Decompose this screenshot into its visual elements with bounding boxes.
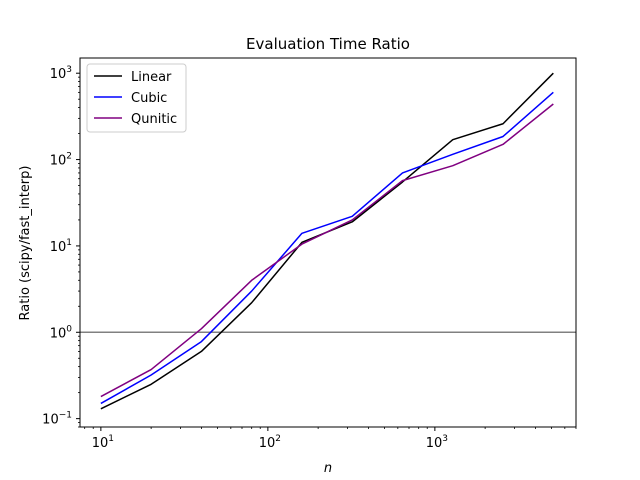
y-tick-label: 103 (50, 65, 72, 82)
y-tick-label: 101 (50, 238, 72, 255)
x-axis-title: n (324, 461, 332, 476)
legend: Linear Cubic Qunitic (86, 63, 187, 133)
legend-label-qunitic: Qunitic (131, 112, 177, 127)
chart-title: Evaluation Time Ratio (246, 35, 410, 53)
x-tick-label: 102 (259, 434, 281, 451)
series-line-qunitic (100, 103, 554, 398)
legend-label-cubic: Cubic (131, 91, 167, 106)
series-line-cubic (100, 91, 554, 405)
plot-area: 101 102 103 10−1 100 101 102 103 (42, 57, 577, 451)
legend-box (86, 63, 187, 133)
axes-frame (79, 57, 577, 428)
y-tick-label: 10−1 (42, 411, 72, 428)
y-tick-label: 100 (50, 324, 73, 341)
y-tick-label: 102 (50, 152, 72, 169)
x-tick-label: 103 (426, 434, 448, 451)
x-tick-label: 101 (92, 434, 114, 451)
y-axis-title: Ratio (scipy/fast_interp) (18, 166, 33, 321)
legend-label-linear: Linear (131, 70, 172, 85)
